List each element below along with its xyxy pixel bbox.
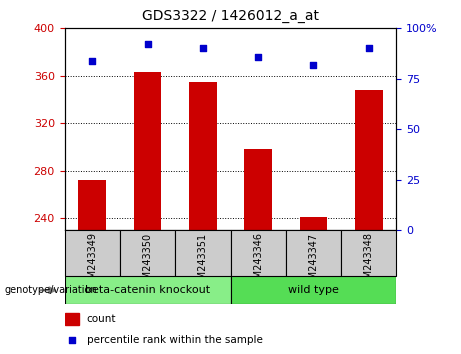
Point bbox=[254, 54, 262, 59]
Text: GSM243347: GSM243347 bbox=[308, 233, 319, 292]
Bar bbox=[78, 180, 106, 230]
Text: percentile rank within the sample: percentile rank within the sample bbox=[87, 335, 263, 345]
Text: GSM243349: GSM243349 bbox=[87, 233, 97, 291]
Bar bbox=[355, 90, 383, 230]
Text: GDS3322 / 1426012_a_at: GDS3322 / 1426012_a_at bbox=[142, 9, 319, 23]
Text: GSM243350: GSM243350 bbox=[142, 233, 153, 292]
Bar bbox=[230, 276, 396, 304]
Point bbox=[144, 42, 151, 47]
Point bbox=[310, 62, 317, 68]
Text: genotype/variation: genotype/variation bbox=[5, 285, 97, 295]
Point bbox=[199, 46, 207, 51]
Point bbox=[365, 46, 372, 51]
Text: beta-catenin knockout: beta-catenin knockout bbox=[85, 285, 210, 295]
Text: GSM243346: GSM243346 bbox=[253, 233, 263, 291]
Bar bbox=[341, 230, 396, 276]
Bar bbox=[244, 149, 272, 230]
Bar bbox=[189, 82, 217, 230]
Text: GSM243348: GSM243348 bbox=[364, 233, 374, 291]
Bar bbox=[230, 230, 286, 276]
Text: wild type: wild type bbox=[288, 285, 339, 295]
Bar bbox=[65, 230, 120, 276]
Text: count: count bbox=[87, 314, 116, 324]
Bar bbox=[120, 230, 175, 276]
Point bbox=[89, 58, 96, 63]
Bar bbox=[286, 230, 341, 276]
Bar bbox=[134, 72, 161, 230]
Bar bbox=[65, 276, 230, 304]
Bar bbox=[300, 217, 327, 230]
Bar bbox=[175, 230, 230, 276]
Point bbox=[68, 337, 76, 343]
Bar bbox=[65, 313, 79, 325]
Text: GSM243351: GSM243351 bbox=[198, 233, 208, 292]
